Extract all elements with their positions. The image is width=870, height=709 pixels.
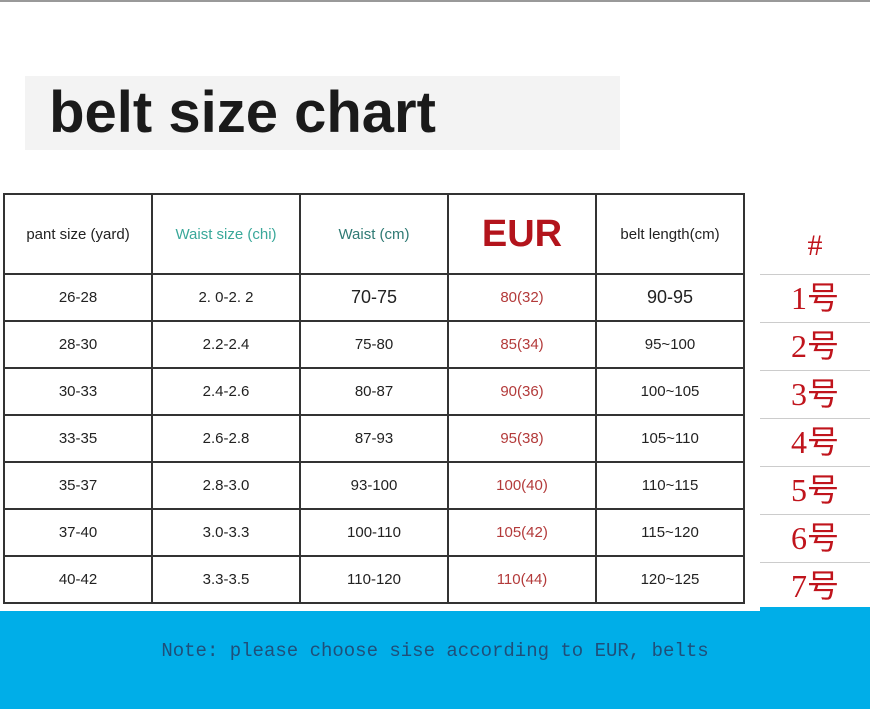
cell-waist-chi: 3.3-3.5 (151, 555, 301, 604)
cell-belt-length: 110~115 (595, 461, 745, 510)
cell-waist-chi: 2.8-3.0 (151, 461, 301, 510)
header-pant-size: pant size (yard) (3, 193, 153, 275)
cell-waist-chi: 2.2-2.4 (151, 320, 301, 369)
cell-waist-cm: 100-110 (299, 508, 449, 557)
title-text: belt size chart (49, 80, 436, 145)
cell-pant-size: 40-42 (3, 555, 153, 604)
cell-waist-cm: 70-75 (299, 273, 449, 322)
cell-belt-length: 100~105 (595, 367, 745, 416)
cell-waist-cm: 110-120 (299, 555, 449, 604)
size-number: 6号 (760, 515, 870, 563)
table-row: 28-30 2.2-2.4 75-80 85(34) 95~100 (3, 320, 745, 369)
table-row: 37-40 3.0-3.3 100-110 105(42) 115~120 (3, 508, 745, 557)
cell-eur: 80(32) (447, 273, 597, 322)
header-waist-cm: Waist (cm) (299, 193, 449, 275)
note-text: Note: please choose sise according to EU… (161, 640, 709, 662)
top-border (0, 0, 870, 2)
cell-waist-cm: 93-100 (299, 461, 449, 510)
table-row: 26-28 2. 0-2. 2 70-75 80(32) 90-95 (3, 273, 745, 322)
cell-eur: 95(38) (447, 414, 597, 463)
cell-eur: 85(34) (447, 320, 597, 369)
cell-pant-size: 28-30 (3, 320, 153, 369)
cell-waist-chi: 2.4-2.6 (151, 367, 301, 416)
cell-waist-cm: 75-80 (299, 320, 449, 369)
header-belt-length-text: belt length(cm) (620, 225, 720, 243)
cell-eur: 105(42) (447, 508, 597, 557)
header-belt-length: belt length(cm) (595, 193, 745, 275)
cell-waist-chi: 3.0-3.3 (151, 508, 301, 557)
note-banner (0, 611, 870, 709)
cell-pant-size: 33-35 (3, 414, 153, 463)
header-waist-chi: Waist size (chi) (151, 193, 301, 275)
page-title: belt size chart (25, 76, 780, 150)
table-row: 30-33 2.4-2.6 80-87 90(36) 100~105 (3, 367, 745, 416)
cell-belt-length: 120~125 (595, 555, 745, 604)
table-row: 40-42 3.3-3.5 110-120 110(44) 120~125 (3, 555, 745, 604)
note-banner-extension (760, 607, 870, 613)
cell-pant-size: 30-33 (3, 367, 153, 416)
cell-eur: 100(40) (447, 461, 597, 510)
cell-waist-cm: 87-93 (299, 414, 449, 463)
size-table: pant size (yard) Waist size (chi) Waist … (3, 193, 745, 604)
cell-waist-cm: 80-87 (299, 367, 449, 416)
header-number: # (760, 193, 870, 275)
size-number: 3号 (760, 371, 870, 419)
cell-pant-size: 37-40 (3, 508, 153, 557)
table-row: 33-35 2.6-2.8 87-93 95(38) 105~110 (3, 414, 745, 463)
size-number-column: # 1号 2号 3号 4号 5号 6号 7号 (760, 193, 870, 611)
header-eur: EUR (447, 193, 597, 275)
cell-pant-size: 35-37 (3, 461, 153, 510)
cell-pant-size: 26-28 (3, 273, 153, 322)
cell-waist-chi: 2.6-2.8 (151, 414, 301, 463)
size-number: 2号 (760, 323, 870, 371)
cell-eur: 90(36) (447, 367, 597, 416)
size-number: 1号 (760, 275, 870, 323)
size-number: 5号 (760, 467, 870, 515)
title-background (25, 76, 620, 150)
table-header-row: pant size (yard) Waist size (chi) Waist … (3, 193, 745, 275)
size-number: 7号 (760, 563, 870, 611)
table-row: 35-37 2.8-3.0 93-100 100(40) 110~115 (3, 461, 745, 510)
cell-belt-length: 90-95 (595, 273, 745, 322)
cell-eur: 110(44) (447, 555, 597, 604)
cell-belt-length: 105~110 (595, 414, 745, 463)
cell-belt-length: 95~100 (595, 320, 745, 369)
cell-belt-length: 115~120 (595, 508, 745, 557)
size-number: 4号 (760, 419, 870, 467)
cell-waist-chi: 2. 0-2. 2 (151, 273, 301, 322)
